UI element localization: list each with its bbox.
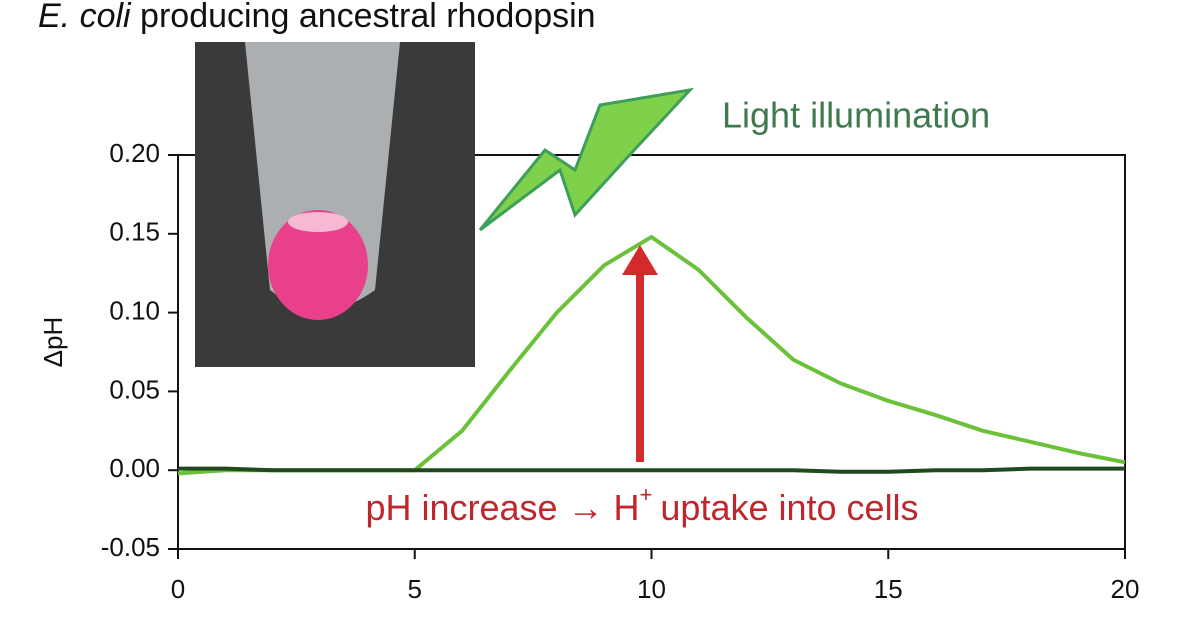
y-tick-label: -0.05 (101, 532, 160, 562)
pink-pellet (268, 210, 368, 320)
x-tick-label: 20 (1111, 574, 1140, 604)
y-axis-label: ΔpH (38, 317, 68, 368)
y-tick-label: 0.20 (109, 138, 160, 168)
x-tick-label: 15 (874, 574, 903, 604)
lightning (478, 87, 695, 232)
effect-part: uptake into cells (660, 487, 918, 528)
y-tick-label: 0.00 (109, 453, 160, 483)
y-tick-label: 0.05 (109, 374, 160, 404)
title-italic: E. coli (38, 0, 132, 35)
light-annotation: Light illumination (722, 95, 990, 136)
title-rest: producing ancestral rhodopsin (140, 0, 596, 35)
chart-title: E. coli producing ancestral rhodopsin (38, 0, 596, 35)
x-tick-label: 0 (171, 574, 185, 604)
highlight (288, 212, 348, 232)
y-tick-label: 0.10 (109, 295, 160, 325)
x-tick-label: 10 (637, 574, 666, 604)
effect-part: pH increase → H (365, 487, 639, 528)
arrow-head (622, 245, 658, 275)
inset-photo (195, 42, 475, 367)
series-line (178, 466, 1125, 474)
x-tick-label: 5 (408, 574, 422, 604)
effect-sup: + (640, 482, 653, 507)
y-tick-label: 0.15 (109, 217, 160, 247)
effect-annotation: pH increase → H+ uptake into cells (365, 482, 918, 528)
